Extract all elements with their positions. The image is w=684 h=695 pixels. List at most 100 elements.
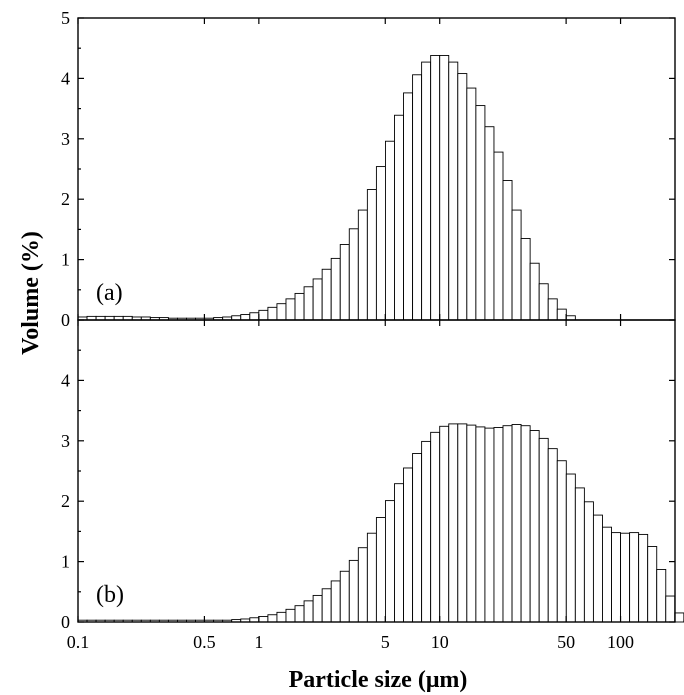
bar [565,473,576,623]
bar [529,262,540,321]
x-tick-label: 0.5 [193,632,216,652]
y-tick-label: 4 [61,370,70,390]
x-tick-label: 1 [254,632,263,652]
x-tick-label: 10 [431,632,449,652]
bar [348,559,359,623]
x-axis: 0.1 0.5 1 5 10 50 100 [67,632,634,652]
bar [330,257,341,321]
bar [303,600,314,623]
y-tick-label: 0 [61,310,70,330]
bar [502,425,513,623]
y-axis-title: Volume (%) [18,231,44,355]
bar [439,55,450,321]
y-tick-label: 1 [61,552,70,572]
bar [330,580,341,623]
bar [602,526,612,623]
x-tick-label: 5 [381,632,390,652]
bar [249,312,260,321]
bar [348,228,359,321]
bar [574,487,585,623]
bar [285,298,296,321]
bar [647,546,658,623]
bar [638,533,649,623]
bar [240,314,251,321]
bar [457,423,468,623]
y-tick-label: 3 [61,431,70,451]
bar [430,55,441,321]
x-axis-title: Particle size (μm) [289,667,468,693]
bar [339,244,350,321]
bar [366,189,377,321]
plot-frame [77,319,676,623]
bar [375,517,386,623]
bar [339,570,350,623]
bar [276,303,287,321]
bar [556,308,567,321]
y-tick-label: 2 [61,189,70,209]
bar [258,616,269,623]
bar [583,501,594,623]
x-tick-label: 100 [607,632,634,652]
bar [303,286,314,321]
bar [294,605,305,623]
bar [520,238,531,321]
bar [421,61,432,321]
bar [466,424,477,623]
panel-label: (a) [96,280,123,306]
bar [366,532,377,623]
bar [421,440,432,623]
bar [412,453,423,623]
bar [493,427,504,623]
bar [538,283,549,321]
bar [457,73,468,321]
bar [674,612,684,623]
bar [629,532,640,623]
bar [475,426,486,623]
bar [493,151,504,321]
panel-label: (b) [96,582,124,608]
bar [620,532,631,623]
bar [394,114,404,321]
panel-a: 0 1 2 3 4 5 (a) [61,8,676,330]
panel-b: 0 1 2 3 4 (b) [61,319,684,632]
y-tick-label: 0 [61,612,70,632]
y-tick-label: 3 [61,129,70,149]
bar [267,614,278,623]
bar [430,431,441,623]
bar [439,425,450,623]
bar [357,547,368,623]
bar [321,268,332,321]
bar [502,180,513,321]
y-tick-label: 4 [61,68,70,88]
bar [285,608,296,623]
bar [448,423,459,623]
bar [511,209,522,321]
bar [267,306,278,321]
bar [357,209,368,321]
bar [375,166,386,321]
bar [321,588,332,623]
bar [276,611,287,623]
y-tick-label: 1 [61,250,70,270]
bar [484,126,495,321]
bar [312,594,323,623]
bar [484,427,495,623]
bar [520,425,531,623]
bar [529,430,540,623]
bar [385,140,395,321]
bar [547,298,558,321]
bar [385,500,395,623]
bar [538,437,549,623]
bar [475,105,486,321]
bar [394,483,404,623]
bar [656,569,667,623]
x-tick-label: 0.1 [67,632,90,652]
x-tick-label: 50 [557,632,575,652]
bar [665,595,676,623]
bar [294,292,305,321]
bar [312,278,323,321]
bar [403,467,414,623]
bar [592,514,603,623]
bar [466,87,477,321]
